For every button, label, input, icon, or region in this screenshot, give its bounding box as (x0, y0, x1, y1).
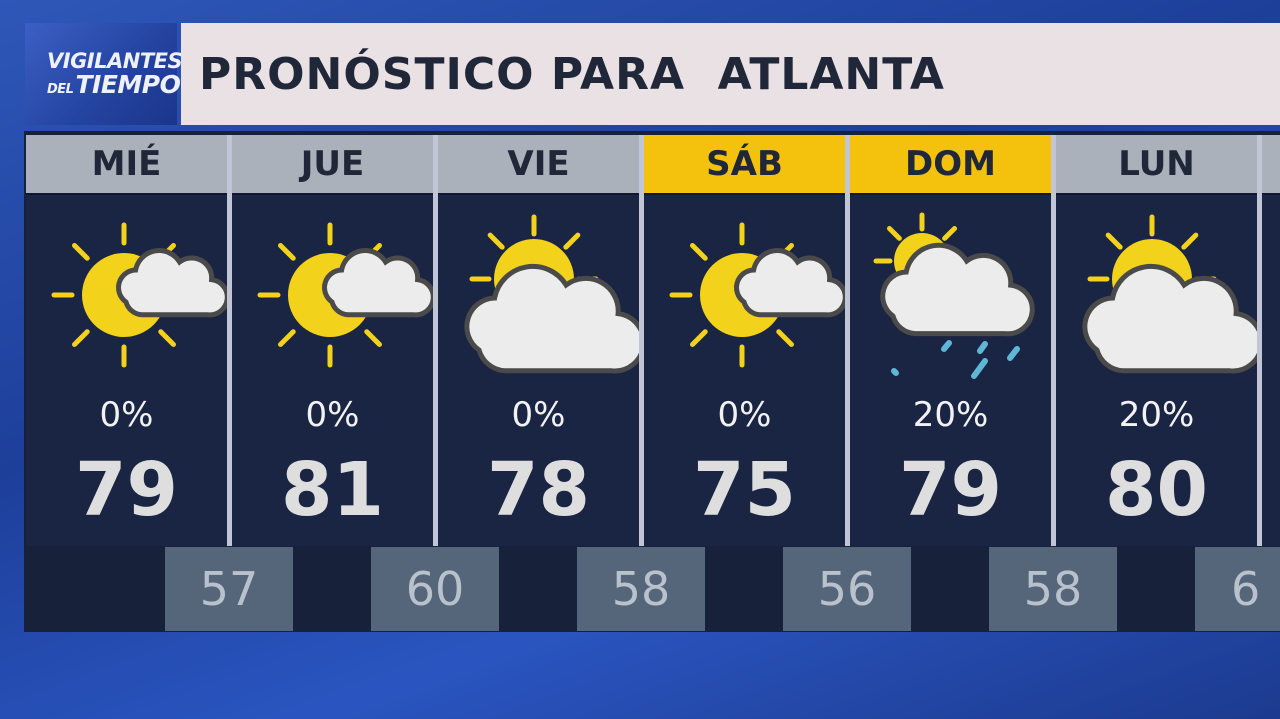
day-label: DOM (850, 135, 1051, 193)
day-column-5: LUN 20% 80 (1056, 135, 1265, 546)
high-temp: 79 (899, 447, 1002, 533)
day-column-2: VIE 0% 78 (438, 135, 647, 546)
day-column-0: MIÉ 0% 79 (26, 135, 230, 546)
high-temp: 80 (1105, 447, 1208, 533)
day-panel: 0% 75 (644, 193, 848, 546)
weather-icon (644, 201, 848, 381)
day-column-1: JUE 0% 81 (232, 135, 436, 546)
day-column-3: SÁB 0% 75 (644, 135, 848, 546)
day-label: VIE (438, 135, 639, 193)
day-panel-partial (1262, 193, 1280, 546)
day-panel: 20% 80 (1056, 193, 1265, 546)
precip-chance: 0% (99, 395, 154, 435)
day-label: MIÉ (26, 135, 227, 193)
day-label: JUE (232, 135, 433, 193)
day-column-partial (1262, 135, 1280, 546)
weather-icon (26, 201, 230, 381)
day-panel: 0% 78 (438, 193, 647, 546)
sun-cloud-rain-icon (873, 212, 1035, 379)
low-temp: 60 (371, 547, 499, 631)
mostly-cloudy-icon (464, 214, 647, 374)
high-temp: 81 (281, 447, 384, 533)
forecast-board: MIÉ 0% 79 57 JUE 0% 81 60 VIE 0% 78 58 SÁB … (24, 131, 1280, 632)
low-temp: 56 (783, 547, 911, 631)
column-divider (1051, 135, 1056, 546)
page-title: PRONÓSTICO PARA ATLANTA (181, 23, 1280, 125)
day-label: LUN (1056, 135, 1257, 193)
day-label-partial (1262, 135, 1280, 193)
logo-line1: VIGILANTES (47, 49, 183, 73)
column-divider (1257, 135, 1262, 546)
precip-chance: 0% (511, 395, 566, 435)
logo-del: DEL (47, 82, 74, 97)
precip-chance: 20% (1118, 395, 1195, 435)
column-divider (227, 135, 232, 546)
vigilantes-del-tiempo-logo: VIGILANTES DELTIEMPO (25, 23, 183, 125)
mostly-cloudy-icon (1082, 214, 1265, 374)
logo-tiempo: TIEMPO (75, 70, 181, 99)
day-panel: 0% 81 (232, 193, 436, 546)
low-temp: 58 (577, 547, 705, 631)
low-temp: 57 (165, 547, 293, 631)
column-divider (845, 135, 850, 546)
low-temp: 58 (989, 547, 1117, 631)
day-column-4: DOM 20% 79 (850, 135, 1051, 546)
high-temp: 78 (487, 447, 590, 533)
precip-chance: 0% (305, 395, 360, 435)
logo-line2: DELTIEMPO (47, 70, 181, 99)
high-temp: 75 (693, 447, 796, 533)
precip-chance: 20% (912, 395, 989, 435)
precip-chance: 0% (717, 395, 772, 435)
partly-sunny-icon (257, 222, 436, 368)
day-panel: 0% 79 (26, 193, 230, 546)
day-label: SÁB (644, 135, 845, 193)
partly-sunny-icon (669, 222, 848, 368)
weather-icon (850, 201, 1051, 381)
day-panel: 20% 79 (850, 193, 1051, 546)
weather-icon (232, 201, 436, 381)
partly-sunny-icon (51, 222, 230, 368)
weather-icon (438, 201, 647, 381)
low-temp: 6 (1195, 547, 1280, 631)
weather-icon (1056, 201, 1265, 381)
high-temp: 79 (75, 447, 178, 533)
column-divider (433, 135, 438, 546)
column-divider (639, 135, 644, 546)
